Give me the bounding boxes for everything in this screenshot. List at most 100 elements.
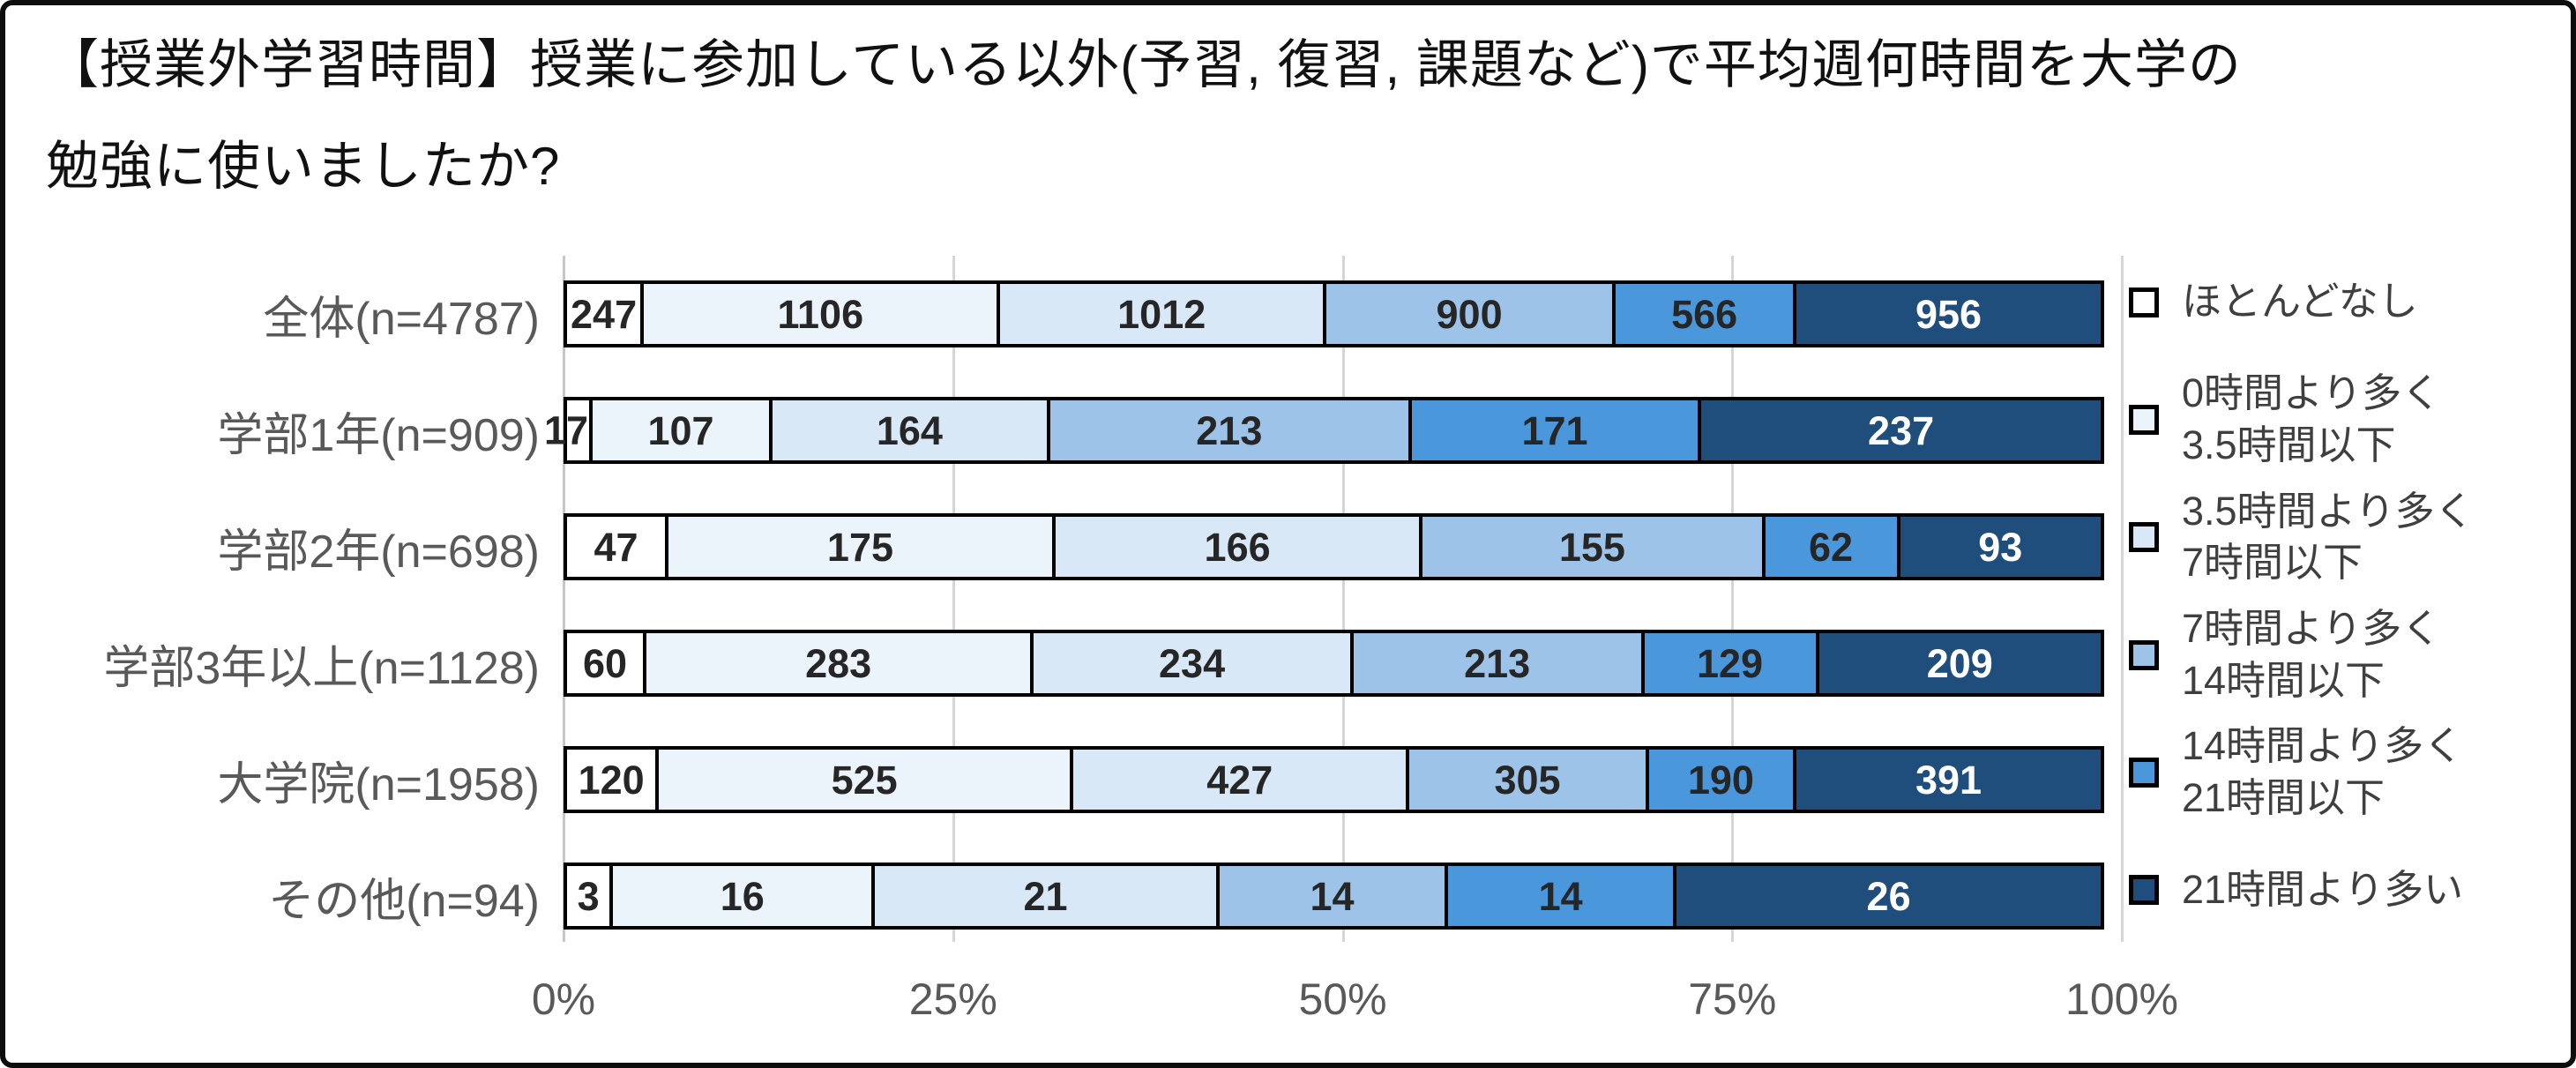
bar-segment-value: 47 xyxy=(594,524,638,570)
bar-segment-value: 120 xyxy=(578,757,645,803)
bar-segment-value: 1012 xyxy=(1117,291,1206,337)
bar-segment-value: 956 xyxy=(1915,291,1982,337)
legend-item: 7時間より多く 14時間以下 xyxy=(2129,596,2571,713)
bar-row: 120 525 427 305 190 391 xyxy=(564,721,2122,838)
bar-segment-value: 3 xyxy=(577,873,600,919)
x-axis-tick-label: 50% xyxy=(1298,975,1387,1024)
x-axis-tick-label: 75% xyxy=(1688,975,1777,1024)
chart-title: 【授業外学習時間】授業に参加している以外(予習, 復習, 課題など)で平均週何時… xyxy=(46,14,2550,217)
category-label: 学部1年(n=909) xyxy=(217,409,540,461)
bar-segment-value: 900 xyxy=(1436,291,1503,337)
bar-segment: 155 xyxy=(1419,513,1766,580)
legend-swatch xyxy=(2129,522,2159,553)
stacked-bar: 247 1106 1012 900 566 956 xyxy=(564,280,2122,347)
legend-label: 7時間より多く 14時間以下 xyxy=(2182,606,2442,703)
stacked-bar: 47 175 166 155 62 93 xyxy=(564,513,2122,580)
bar-row: 3 16 21 14 14 26 xyxy=(564,838,2122,954)
category-label: 大学院(n=1958) xyxy=(217,758,540,810)
bar-segment: 566 xyxy=(1612,280,1797,347)
bar-segment: 164 xyxy=(769,397,1050,464)
category-label: 全体(n=4787) xyxy=(263,293,540,345)
bar-segment: 93 xyxy=(1896,513,2104,580)
bar-segment: 900 xyxy=(1322,280,1617,347)
bar-segment: 427 xyxy=(1070,746,1410,813)
bar-segment: 3 xyxy=(564,863,614,930)
bar-segment-value: 283 xyxy=(805,640,872,686)
category-axis-labels: 全体(n=4787) 学部1年(n=909) 学部2年(n=698) 学部3年以上(n… xyxy=(5,256,550,954)
bar-segment-value: 166 xyxy=(1204,524,1271,570)
bar-segment-value: 247 xyxy=(571,291,638,337)
stacked-bar: 3 16 21 14 14 26 xyxy=(564,863,2122,930)
bar-segment-value: 305 xyxy=(1494,757,1561,803)
bar-segment: 62 xyxy=(1761,513,1900,580)
bar-row: 17 107 164 213 171 237 xyxy=(544,372,2122,489)
legend-swatch xyxy=(2129,287,2159,317)
x-axis-tick-label: 100% xyxy=(2065,975,2178,1024)
bar-segment: 1012 xyxy=(997,280,1326,347)
bar-segment: 247 xyxy=(564,280,645,347)
bar-segment: 234 xyxy=(1030,630,1354,697)
bar-segment: 190 xyxy=(1645,746,1797,813)
chart-title-line2: 勉強に使いましたか? xyxy=(46,137,561,197)
bar-segment: 237 xyxy=(1698,397,2104,464)
bar-segment-value: 213 xyxy=(1196,407,1263,453)
stacked-bar: 17 107 164 213 171 237 xyxy=(544,397,2122,464)
bar-segment: 525 xyxy=(655,746,1074,813)
category-label: その他(n=94) xyxy=(268,875,540,927)
bar-segment-value: 213 xyxy=(1464,640,1531,686)
plot-area: 247 1106 1012 900 566 956 17 107 164 213 171 237 47 1… xyxy=(544,256,2124,954)
stacked-bar: 60 283 234 213 129 209 xyxy=(564,630,2122,697)
category-label: 学部2年(n=698) xyxy=(217,526,540,578)
x-axis-tick-label: 25% xyxy=(908,975,997,1024)
legend-label: 14時間より多く 21時間以下 xyxy=(2182,723,2464,820)
legend-label: 21時間より多い xyxy=(2182,867,2464,913)
bar-segment: 1106 xyxy=(640,280,1001,347)
bar-segment: 213 xyxy=(1349,630,1645,697)
bar-segment-value: 237 xyxy=(1868,407,1935,453)
bar-segment: 14 xyxy=(1215,863,1449,930)
bar-segment-value: 14 xyxy=(1538,873,1583,919)
legend-label: ほとんどなし xyxy=(2182,279,2418,325)
bar-segment-value: 566 xyxy=(1671,291,1738,337)
category-label: 学部3年以上(n=1128) xyxy=(103,642,540,694)
legend-item: 14時間より多く 21時間以下 xyxy=(2129,713,2571,831)
bar-segment: 26 xyxy=(1673,863,2104,930)
bar-segment-value: 234 xyxy=(1159,640,1226,686)
bar-segment-value: 107 xyxy=(647,407,714,453)
bar-segment: 305 xyxy=(1406,746,1649,813)
legend-label: 3.5時間より多く 7時間以下 xyxy=(2182,488,2475,586)
bar-segment-value: 525 xyxy=(831,757,898,803)
bar-segment-value: 17 xyxy=(543,407,589,453)
bar-segment-value: 16 xyxy=(720,873,765,919)
bar-segment-value: 1106 xyxy=(777,291,864,337)
bar-segment: 213 xyxy=(1046,397,1412,464)
bar-segment: 60 xyxy=(564,630,646,697)
legend-label: 0時間より多く 3.5時間以下 xyxy=(2182,370,2442,467)
bar-segment-value: 164 xyxy=(876,407,943,453)
legend-item: ほとんどなし xyxy=(2129,243,2571,361)
bar-rows: 247 1106 1012 900 566 956 17 107 164 213 171 237 47 1… xyxy=(544,256,2122,954)
legend-swatch xyxy=(2129,757,2159,788)
stacked-bar: 120 525 427 305 190 391 xyxy=(564,746,2122,813)
bar-segment-value: 175 xyxy=(826,524,894,570)
bar-segment: 175 xyxy=(664,513,1056,580)
bar-segment: 120 xyxy=(564,746,660,813)
bar-row: 247 1106 1012 900 566 956 xyxy=(564,256,2122,372)
x-axis-tick-label: 0% xyxy=(531,975,596,1024)
bar-segment-value: 427 xyxy=(1206,757,1273,803)
legend-swatch xyxy=(2129,404,2159,435)
bar-segment-value: 190 xyxy=(1687,757,1754,803)
legend-item: 0時間より多く 3.5時間以下 xyxy=(2129,361,2571,478)
bar-segment-value: 129 xyxy=(1696,640,1764,686)
legend: ほとんどなし 0時間より多く 3.5時間以下 3.5時間より多く 7時間以下 7時間より多… xyxy=(2129,243,2571,949)
bar-segment: 166 xyxy=(1051,513,1423,580)
legend-item: 21時間より多い xyxy=(2129,832,2571,949)
bar-segment: 21 xyxy=(871,863,1220,930)
bar-segment: 16 xyxy=(609,863,876,930)
bar-segment-value: 60 xyxy=(582,640,628,686)
bar-segment: 209 xyxy=(1815,630,2104,697)
chart-title-line1: 【授業外学習時間】授業に参加している以外(予習, 復習, 課題など)で平均週何時… xyxy=(46,35,2242,94)
bar-segment-value: 62 xyxy=(1809,524,1854,570)
bar-segment: 129 xyxy=(1640,630,1819,697)
